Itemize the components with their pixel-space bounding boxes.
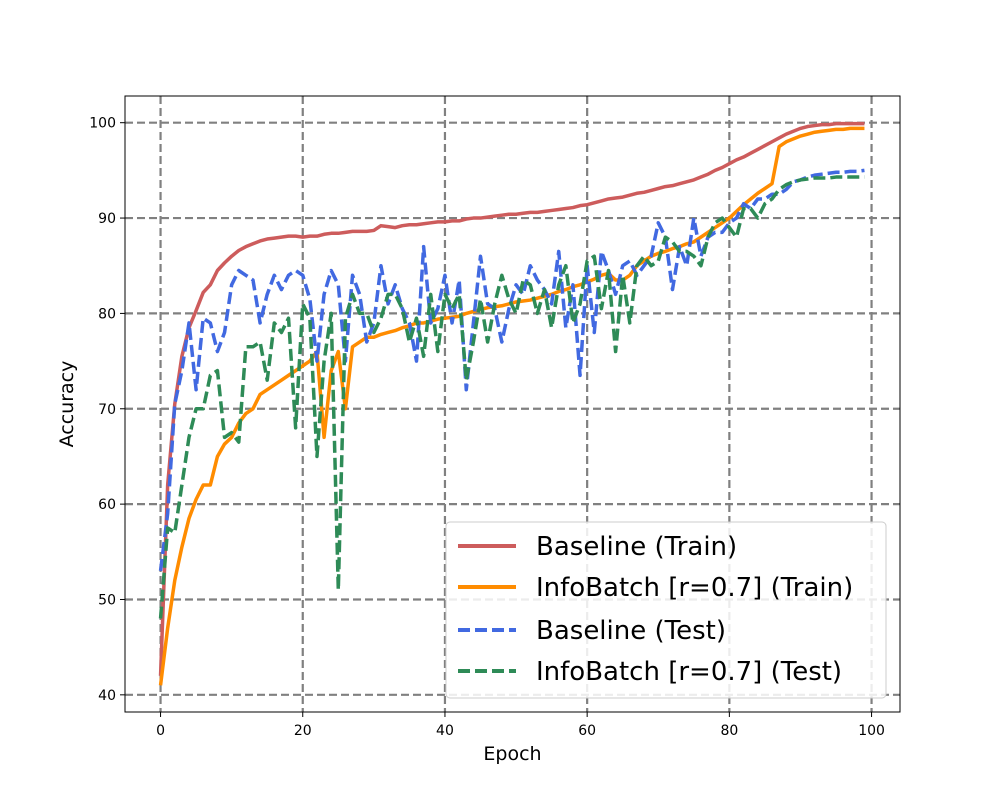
series-line-2 [158,168,865,572]
y-tick-label: 90 [98,211,116,227]
x-tick-label: 80 [720,723,738,739]
y-tick-label: 100 [89,116,116,132]
x-tick-label: 40 [436,723,454,739]
plot-frame [124,95,901,713]
x-tick-label: 0 [156,723,165,739]
legend: Baseline (Train) InfoBatch [r=0.7] (Train… [445,521,887,699]
legend-label: InfoBatch [r=0.7] (Train) [536,573,853,603]
y-axis-label: Accuracy [56,361,78,448]
x-tick-label: 100 [858,723,885,739]
series-lines [158,121,865,686]
x-axis-label: Epoch [483,743,541,765]
legend-label: Baseline (Train) [536,532,737,562]
legend-label: InfoBatch [r=0.7] (Test) [536,657,842,687]
y-tick-label: 60 [98,497,116,513]
y-tick-label: 50 [98,592,116,608]
legend-label: Baseline (Test) [536,616,726,646]
x-tick-label: 60 [578,723,596,739]
y-tick-label: 80 [98,306,116,322]
x-tick-label: 20 [294,723,312,739]
series-line-3 [158,175,865,619]
y-tick-label: 70 [98,402,116,418]
y-tick-label: 40 [98,688,116,704]
series-line-0 [158,121,865,676]
axis-ticks: 0 20 40 60 80 100 40 50 60 70 80 90 100 [89,116,885,739]
legend-box [445,521,887,699]
